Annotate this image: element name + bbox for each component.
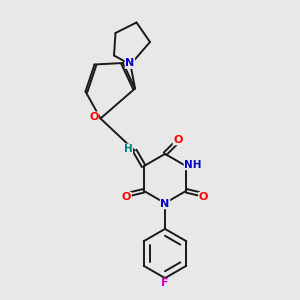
Text: O: O	[199, 192, 208, 203]
Text: N: N	[125, 58, 134, 68]
Text: NH: NH	[184, 160, 202, 170]
Text: F: F	[161, 278, 169, 289]
Text: N: N	[160, 199, 169, 209]
Text: O: O	[122, 192, 131, 203]
Text: H: H	[124, 144, 133, 154]
Text: O: O	[173, 135, 183, 145]
Text: O: O	[89, 112, 99, 122]
